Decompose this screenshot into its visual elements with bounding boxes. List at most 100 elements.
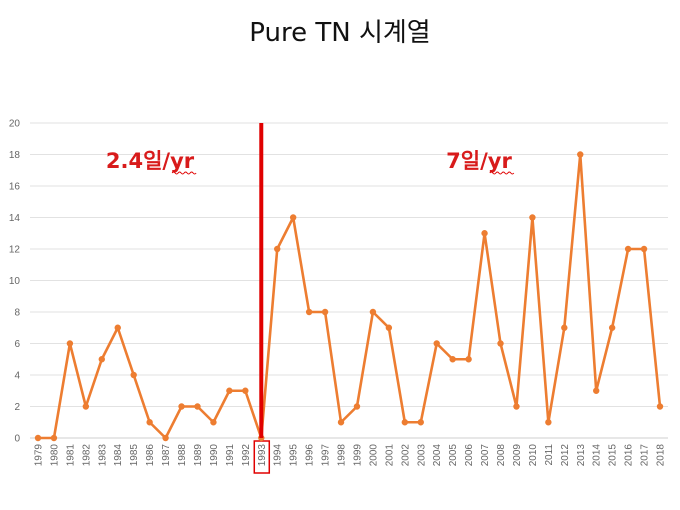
data-point xyxy=(401,419,409,426)
y-tick-label: 14 xyxy=(9,213,21,224)
data-point xyxy=(449,356,456,363)
data-point xyxy=(481,230,488,237)
y-tick-label: 8 xyxy=(14,308,20,319)
data-point xyxy=(146,419,153,426)
data-point xyxy=(321,308,329,316)
data-point xyxy=(337,419,345,426)
data-point xyxy=(50,434,58,442)
x-tick-label: 1998 xyxy=(337,444,348,467)
series-layer xyxy=(34,151,664,442)
x-tick-label: 1992 xyxy=(241,444,252,467)
x-tick-label: 1985 xyxy=(129,444,140,467)
data-point xyxy=(417,419,424,426)
annotation-underline xyxy=(171,171,197,175)
x-tick-label: 1983 xyxy=(97,444,108,467)
annotation-before: 2.4일/yr xyxy=(106,149,195,173)
data-point xyxy=(385,324,393,331)
x-tick-label: 1995 xyxy=(289,444,300,467)
data-point xyxy=(226,387,233,394)
data-point xyxy=(130,371,137,379)
data-point xyxy=(369,308,377,316)
annotation-layer: 2.4일/yr 7일/yr xyxy=(106,149,515,175)
data-point xyxy=(593,387,600,394)
x-tick-label: 1993 xyxy=(257,444,268,467)
data-point xyxy=(114,324,121,331)
y-tick-label: 6 xyxy=(14,339,20,350)
x-tick-label: 1994 xyxy=(273,444,284,467)
y-tick-label: 2 xyxy=(14,402,20,413)
x-tick-label: 1989 xyxy=(193,444,204,467)
data-point xyxy=(433,340,440,347)
y-tick-label: 0 xyxy=(14,434,20,445)
y-tick-label: 12 xyxy=(9,245,21,256)
x-tick-label: 2013 xyxy=(576,444,587,467)
x-tick-label: 2010 xyxy=(528,444,539,467)
x-tick-label: 1991 xyxy=(225,444,236,467)
data-point xyxy=(66,340,74,347)
x-tick-label: 2015 xyxy=(608,444,619,467)
x-tick-label: 2002 xyxy=(400,444,411,467)
data-point xyxy=(640,245,648,253)
x-tick-label: 2005 xyxy=(448,444,459,467)
x-tick-label: 1997 xyxy=(321,444,332,467)
x-tick-label: 1990 xyxy=(209,444,220,467)
data-point xyxy=(624,245,632,253)
data-point xyxy=(178,403,185,410)
x-tick-label: 2018 xyxy=(656,444,667,467)
y-tick-label: 18 xyxy=(9,150,21,161)
data-point xyxy=(274,245,281,253)
x-tick-label: 2004 xyxy=(432,444,443,467)
data-point xyxy=(608,324,616,331)
x-tick-label: 1996 xyxy=(305,444,316,467)
x-tick-label: 2014 xyxy=(592,444,603,467)
data-point xyxy=(210,419,217,426)
x-tick-label: 2003 xyxy=(416,444,427,467)
annotation-underline xyxy=(489,171,515,175)
x-tick-label: 1981 xyxy=(65,444,76,467)
data-point xyxy=(289,214,297,221)
data-point xyxy=(497,340,504,347)
x-tick-label: 1987 xyxy=(161,444,172,467)
data-point xyxy=(162,434,169,442)
chart-title: Pure TN 시계열 xyxy=(249,18,431,48)
annotation-after: 7일/yr xyxy=(446,149,512,173)
x-tick-label: 1988 xyxy=(177,444,188,467)
x-tick-label: 1999 xyxy=(352,444,363,467)
data-point xyxy=(513,403,520,410)
x-tick-label: 2009 xyxy=(512,444,523,467)
x-tick-label: 2007 xyxy=(480,444,491,467)
data-point xyxy=(465,356,472,363)
series-line xyxy=(38,153,662,440)
y-tick-label: 4 xyxy=(14,371,20,382)
x-tick-label: 1984 xyxy=(113,444,124,467)
x-tick-label: 2017 xyxy=(640,444,651,467)
y-tick-label: 16 xyxy=(9,182,21,193)
y-tick-label: 10 xyxy=(9,276,21,287)
data-point xyxy=(242,387,249,394)
x-tick-label: 2012 xyxy=(560,444,571,467)
data-point xyxy=(545,419,552,426)
x-tick-label: 1979 xyxy=(34,444,45,467)
x-tick-label: 1986 xyxy=(145,444,156,467)
data-point xyxy=(98,356,105,363)
x-axis-ticks: 1979 1980 1981 1982 1983 1984 1985 1986 1987 1988… xyxy=(34,440,667,474)
data-point xyxy=(34,434,42,442)
x-tick-label: 2008 xyxy=(496,444,507,467)
data-point xyxy=(305,308,313,316)
y-tick-label: 20 xyxy=(9,119,21,130)
x-tick-label: 2011 xyxy=(544,444,555,466)
x-tick-label: 2016 xyxy=(624,444,635,467)
x-tick-label: 2006 xyxy=(464,444,475,467)
x-tick-label: 1982 xyxy=(81,444,92,467)
data-point xyxy=(82,403,90,410)
data-point xyxy=(561,324,568,331)
data-point xyxy=(529,214,536,221)
data-point xyxy=(656,403,664,410)
data-point xyxy=(353,403,361,410)
data-point xyxy=(577,151,584,158)
x-tick-label: 2000 xyxy=(368,444,379,467)
x-tick-label: 1980 xyxy=(49,444,60,467)
x-tick-label: 2001 xyxy=(384,444,395,467)
data-point xyxy=(194,403,201,410)
